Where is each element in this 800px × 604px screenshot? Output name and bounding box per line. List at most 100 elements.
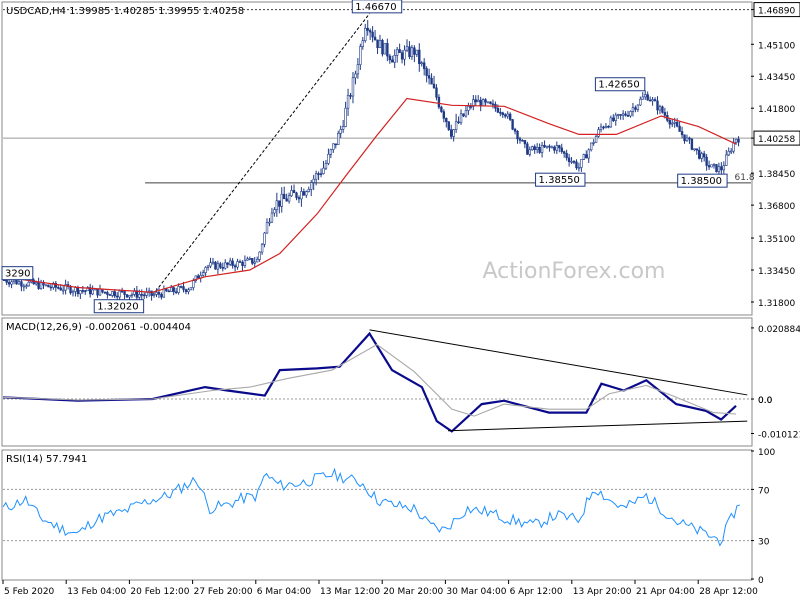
candle-body	[582, 154, 586, 160]
candle-body	[69, 286, 72, 294]
candle-body	[403, 49, 406, 60]
candle-body	[106, 291, 109, 295]
candle-body	[413, 47, 416, 55]
candle-body	[486, 101, 490, 104]
candle-body	[378, 40, 382, 49]
candle-body	[376, 39, 379, 49]
candle-body	[170, 287, 173, 292]
candle-body	[648, 99, 652, 102]
x-axis-tick-label: 13 Mar 12:00	[320, 587, 380, 597]
price-annotation-label: 1.42650	[598, 80, 639, 91]
candle-body	[248, 258, 252, 260]
candle-body	[386, 43, 389, 57]
top-level-box	[753, 2, 800, 18]
candle-body	[658, 106, 662, 111]
candle-body	[381, 40, 384, 55]
rsi-panel-frame	[1, 449, 753, 581]
candle-body	[454, 121, 458, 130]
candle-body	[636, 104, 640, 110]
macd-trendline	[369, 329, 748, 396]
candle-body	[543, 144, 546, 148]
candle-body	[260, 243, 264, 253]
candle-body	[116, 295, 119, 298]
rsi-panel-title: RSI(14) 57.7941	[6, 454, 87, 465]
candle-body	[653, 99, 657, 102]
x-axis-tick-label: 27 Feb 20:00	[194, 587, 253, 597]
candle-body	[432, 83, 436, 89]
dotted-trendline	[152, 13, 370, 296]
candle-body	[5, 279, 8, 283]
candle-body	[558, 145, 561, 149]
candle-body	[162, 288, 166, 298]
candle-body	[440, 106, 443, 112]
candle-body	[722, 165, 726, 171]
candle-body	[540, 144, 544, 153]
candle-body	[656, 100, 659, 111]
price-y-tick-label: 1.40258	[758, 135, 795, 145]
candle-body	[729, 150, 733, 153]
candle-body	[545, 145, 549, 148]
candle-body	[388, 55, 392, 61]
candle-body	[216, 263, 220, 270]
candle-body	[15, 279, 18, 285]
candle-body	[450, 129, 453, 137]
candle-body	[594, 136, 598, 143]
candle-body	[408, 46, 411, 57]
candle-body	[118, 290, 121, 298]
candle-body	[211, 261, 215, 264]
candle-body	[629, 111, 632, 117]
candle-body	[214, 261, 217, 270]
candle-body	[607, 125, 610, 128]
candle-body	[270, 212, 274, 223]
current-price-box	[753, 130, 800, 146]
candle-body	[76, 287, 80, 295]
macd-plot	[2, 329, 751, 433]
candle-body	[415, 49, 419, 55]
candle-body	[464, 110, 468, 117]
candle-body	[160, 294, 163, 298]
price-panel-title: USDCAD,H4 1.39985 1.40285 1.39955 1.4025…	[6, 6, 244, 17]
candle-body	[516, 130, 519, 140]
candle-body	[700, 153, 703, 159]
candle-body	[157, 292, 161, 295]
candle-body	[373, 36, 377, 41]
candle-body	[12, 279, 16, 283]
price-y-tick-label: 1.38450	[758, 170, 795, 180]
candle-body	[364, 27, 367, 42]
candle-body	[334, 143, 337, 146]
candle-body	[472, 99, 475, 107]
candle-body	[614, 114, 617, 121]
candle-body	[280, 193, 283, 207]
candle-body	[179, 286, 183, 288]
candle-body	[64, 284, 67, 291]
candle-body	[641, 96, 644, 100]
candle-body	[322, 167, 325, 174]
price-y-tick-label: 1.46890	[758, 7, 795, 17]
candle-body	[548, 145, 551, 148]
candle-body	[251, 258, 254, 264]
candle-body	[707, 165, 711, 168]
macd-y-tick-label: -0.010121	[758, 430, 800, 440]
candle-body	[538, 146, 541, 153]
candle-body	[317, 173, 320, 175]
candle-body	[400, 52, 404, 60]
rsi-y-tick-label: 70	[758, 486, 770, 496]
candle-body	[477, 99, 480, 103]
candle-body	[329, 149, 333, 155]
candle-body	[491, 103, 495, 106]
candle-body	[91, 289, 94, 295]
candle-body	[644, 94, 647, 98]
candle-body	[585, 154, 588, 159]
candle-body	[189, 287, 193, 291]
price-annotation-label: 3290	[5, 269, 30, 280]
candle-body	[474, 99, 477, 103]
macd-panel-frame	[1, 317, 753, 447]
candle-body	[575, 161, 578, 169]
candle-body	[634, 107, 637, 110]
candle-body	[651, 99, 654, 102]
candle-body	[395, 49, 399, 56]
candle-body	[680, 131, 684, 136]
candle-body	[526, 143, 529, 155]
candle-body	[612, 117, 615, 121]
